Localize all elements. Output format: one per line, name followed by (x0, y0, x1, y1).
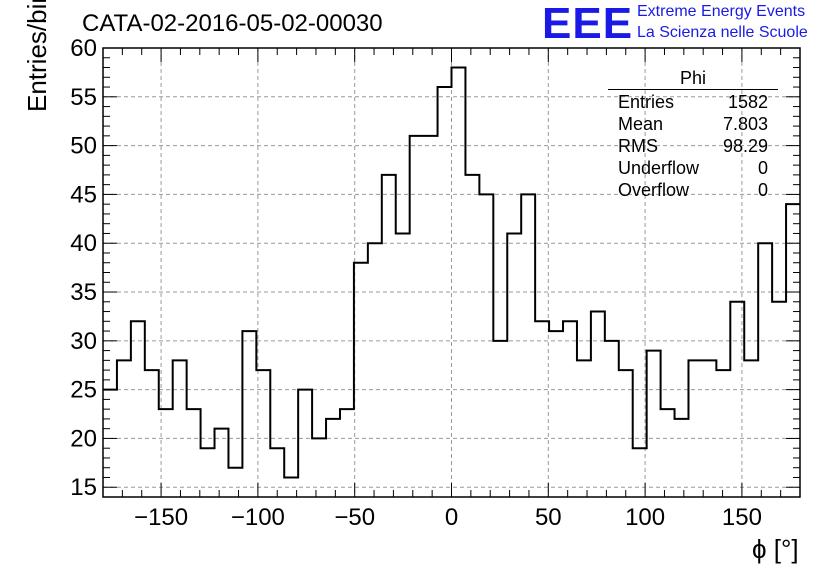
x-axis-label: ϕ [°] (752, 534, 799, 564)
x-tick-label: 0 (445, 504, 458, 531)
x-tick-label: 150 (722, 504, 762, 531)
x-tick-label: −50 (334, 504, 375, 531)
stats-row-rms: RMS 98.29 (608, 136, 778, 158)
stats-value: 0 (757, 180, 768, 200)
y-tick-label: 30 (70, 328, 97, 355)
stats-value: 98.29 (722, 136, 768, 156)
stats-row-entries: Entries 1582 (608, 92, 778, 114)
stats-label: RMS (618, 136, 658, 156)
stats-value: 7.803 (722, 114, 768, 134)
y-tick-label: 15 (70, 474, 97, 501)
stats-row-overflow: Overflow 0 (608, 180, 778, 202)
x-tick-label: 50 (535, 504, 562, 531)
stats-value: 0 (757, 158, 768, 178)
stats-value: 1582 (727, 92, 768, 112)
stats-row-mean: Mean 7.803 (608, 114, 778, 136)
logo-mark: EEE (542, 0, 634, 48)
stats-label: Mean (618, 114, 664, 134)
stats-label: Entries (618, 92, 675, 112)
x-tick-label: −100 (231, 504, 285, 531)
y-tick-label: 40 (70, 230, 97, 257)
x-tick-label: −150 (134, 504, 188, 531)
y-tick-label: 20 (70, 425, 97, 452)
y-tick-label: 60 (70, 35, 97, 62)
y-tick-label: 25 (70, 377, 97, 404)
y-tick-label: 35 (70, 279, 97, 306)
x-tick-label: 100 (625, 504, 665, 531)
logo-line-2: La Scienza nelle Scuole (637, 24, 808, 41)
stats-title: Phi (608, 68, 778, 90)
y-tick-label: 55 (70, 84, 97, 111)
eee-logo: EEE Extreme Energy Events La Scienza nel… (542, 0, 832, 48)
logo-line-1: Extreme Energy Events (637, 3, 806, 20)
stats-row-underflow: Underflow 0 (608, 158, 778, 180)
stats-label: Underflow (618, 158, 700, 178)
histogram-line (103, 66, 800, 479)
y-tick-label: 45 (70, 181, 97, 208)
stats-label: Overflow (618, 180, 690, 200)
y-tick-label: 50 (70, 133, 97, 160)
stats-box: Phi Entries 1582 Mean 7.803 RMS 98.29 Un… (608, 68, 778, 202)
chart-title: CATA-02-2016-05-02-00030 (82, 10, 383, 37)
